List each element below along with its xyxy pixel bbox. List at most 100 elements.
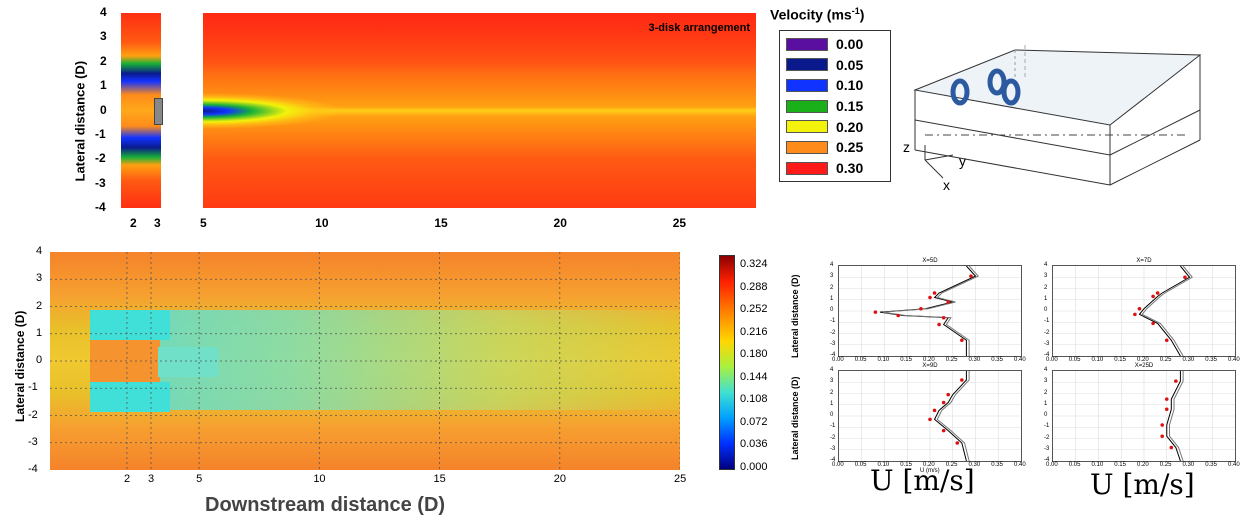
profile-x-tick: 0.05 [854, 357, 867, 363]
profile-point [1164, 338, 1169, 343]
profile-x-tick: 0.40 [1014, 462, 1026, 468]
bottom-x-tick: 20 [553, 473, 567, 485]
profile-point [941, 315, 946, 320]
profile-point [1151, 294, 1155, 299]
top-y-tick: 3 [100, 29, 107, 44]
top-y-tick: -2 [95, 151, 106, 166]
profile-plot [1053, 371, 1235, 462]
legend-title-sup: -1 [851, 6, 860, 16]
profile-point [1174, 379, 1178, 383]
profile-x-tick: 0.00 [1046, 357, 1058, 363]
axis-z-label: z [903, 139, 910, 155]
profile-x-tick: 0.30 [968, 357, 981, 363]
bottom-y-tick: 3 [36, 272, 43, 285]
bottom-y-tick: 4 [36, 245, 43, 257]
profile-y-tick: 3 [1044, 378, 1048, 385]
bottom-y-axis-label: Lateral distance (D) [13, 310, 27, 422]
profile-y-tick: 0 [830, 307, 834, 313]
profile-plot [839, 371, 1021, 462]
profile-y-tick: 0 [1044, 307, 1048, 313]
profile-curve [882, 265, 980, 356]
profile-panel-title: X=25D [1134, 363, 1154, 369]
profile-y-tick: 0 [830, 412, 834, 418]
profile-x-tick: 0.35 [991, 357, 1003, 363]
top-y-tick: 1 [100, 78, 107, 93]
legend-item: 0.30 [786, 158, 890, 179]
profile-y-tick: -1 [830, 423, 836, 430]
bottom-y-tick: 0 [36, 354, 43, 366]
profile-panel: X=5D 4 3 2 1 0 -1 -2 -3 -4 0.00 0.05 0.10 0.15 0.20 0.2… [830, 258, 1026, 363]
schematic-svg: z y x [903, 45, 1202, 193]
top-x-tick: 10 [315, 216, 329, 230]
profile-point [960, 338, 964, 343]
top-x-tick: 2 [130, 216, 137, 230]
profile-y-tick: 3 [1044, 273, 1048, 280]
profiles-y-label-bottom: Lateral distance (D) [790, 376, 800, 460]
profile-y-tick: 2 [1044, 284, 1048, 291]
bottom-grid [50, 252, 680, 470]
legend-swatch [786, 99, 828, 113]
legend-item: 0.05 [786, 54, 890, 75]
profile-point [1183, 275, 1187, 280]
top-x-tick: 25 [672, 216, 687, 230]
legend-title: Velocity (ms-1) [770, 6, 900, 23]
colorbar-tick: 0.072 [740, 415, 768, 428]
profile-point [941, 428, 946, 433]
profile-y-tick: 4 [1044, 262, 1048, 268]
axis-y-label: y [959, 153, 966, 169]
colorbar-tick: 0.324 [740, 258, 768, 271]
profile-x-tick: 0.10 [1091, 462, 1104, 468]
channel-schematic: z y x [895, 30, 1215, 200]
profile-x-tick: 0.05 [854, 462, 867, 468]
profile-point [1151, 321, 1155, 326]
profile-x-tick: 0.15 [900, 462, 912, 468]
profile-y-tick: -3 [1044, 445, 1050, 452]
bottom-y-tick: 1 [36, 326, 43, 339]
legend-title-text: Velocity (ms [770, 6, 852, 23]
top-x-tick: 15 [434, 216, 448, 230]
legend-item: 0.10 [786, 75, 890, 96]
profile-point [955, 441, 960, 445]
top-x-tick: 5 [200, 216, 207, 230]
disk-marker [154, 98, 163, 125]
legend-title-end: ) [859, 6, 865, 23]
bottom-x-tick: 10 [313, 473, 326, 485]
legend-item: 0.25 [786, 137, 890, 158]
colorbar-tick: 0.216 [740, 325, 768, 338]
profile-y-tick: 4 [1044, 367, 1048, 373]
bottom-y-tick: 2 [36, 299, 43, 312]
legend-swatch [786, 58, 828, 72]
colorbar-tick: 0.000 [740, 461, 768, 473]
bottom-y-tick: -2 [28, 408, 38, 421]
profile-x-tick: 0.40 [1228, 357, 1240, 363]
profile-point [919, 306, 923, 311]
profile-point [928, 417, 932, 422]
profile-panel-title: X=9D [922, 363, 938, 369]
profile-curve [936, 371, 970, 462]
profile-x-tick: 0.20 [923, 462, 935, 468]
profile-plot [839, 265, 1021, 356]
profile-x-tick: 0.00 [832, 357, 844, 363]
profile-y-tick: -2 [830, 434, 836, 441]
profile-y-tick: 3 [830, 378, 834, 385]
profile-x-tick: 0.20 [923, 357, 935, 363]
profile-y-tick: -3 [1044, 340, 1050, 347]
profile-plot [1053, 265, 1235, 357]
top-y-tick: 4 [100, 5, 107, 19]
profile-y-tick: -3 [830, 445, 836, 452]
profile-point [1133, 312, 1137, 317]
profile-x-tick: 0.35 [1205, 357, 1217, 363]
legend-value: 0.15 [836, 98, 864, 115]
profile-x-tick: 0.20 [1137, 462, 1149, 468]
profile-curve [1168, 371, 1184, 462]
profile-y-tick: -2 [1044, 329, 1050, 336]
profile-x-tick: 0.15 [900, 357, 912, 363]
colorbar-tick: 0.144 [740, 370, 768, 383]
profiles-x-label-left: U [m/s] [870, 464, 975, 497]
velocity-legend: Velocity (ms-1) 0.00 0.05 0.10 0.15 0.20 0.25… [770, 6, 900, 183]
profile-x-tick: 0.35 [991, 462, 1003, 468]
profile-x-tick: 0.25 [1159, 462, 1172, 468]
profile-x-tick: 0.25 [1159, 357, 1172, 363]
profile-panel: X=7D 4 3 2 1 0 -1 -2 -3 -4 0.00 0.05 0.10 0.15 0.20 0.2… [1044, 258, 1240, 363]
profile-curve [933, 371, 967, 462]
